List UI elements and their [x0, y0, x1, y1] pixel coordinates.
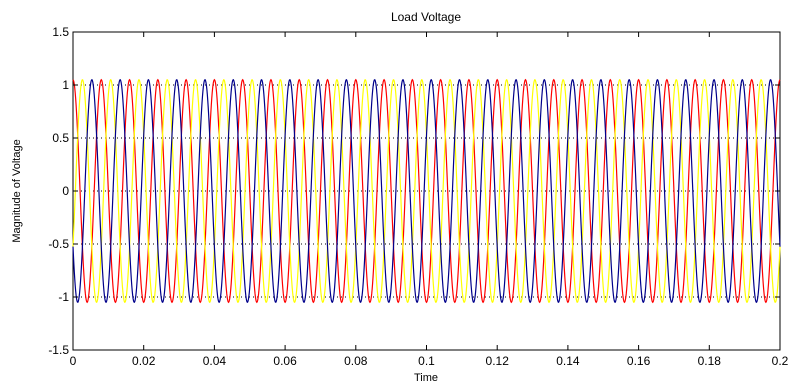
x-axis-label: Time: [414, 372, 438, 383]
x-tick-label-2: 0.04: [203, 354, 227, 368]
y-tick-label-0: -1.5: [48, 343, 69, 357]
y-tick-label-1: -1: [58, 290, 69, 304]
y-axis-label: Magnitude of Voltage: [11, 139, 23, 242]
y-tick-label-6: 1.5: [52, 25, 69, 39]
x-tick-label-8: 0.16: [627, 354, 651, 368]
series-group: [72, 78, 781, 304]
y-tick-label-2: -0.5: [48, 237, 69, 251]
x-tick-label-1: 0.02: [132, 354, 156, 368]
x-tick-label-9: 0.18: [698, 354, 722, 368]
chart-title: Load Voltage: [391, 10, 461, 24]
x-tick-label-0: 0: [70, 354, 77, 368]
y-tick-label-4: 0.5: [52, 131, 69, 145]
plot-area: [72, 31, 781, 351]
x-tick-label-10: 0.2: [772, 354, 789, 368]
x-tick-label-3: 0.06: [273, 354, 297, 368]
x-tick-label-7: 0.14: [556, 354, 580, 368]
axis-ticks: 0 0.02 0.04 0.06 0.08 0.1 0.12 0.14 0.16 0.18 0.2 -…: [48, 25, 788, 368]
y-tick-label-5: 1: [62, 78, 69, 92]
x-tick-label-6: 0.12: [486, 354, 510, 368]
series-line-2: [72, 78, 781, 304]
x-tick-label-5: 0.1: [418, 354, 435, 368]
y-tick-label-3: 0: [62, 184, 69, 198]
x-tick-label-4: 0.08: [344, 354, 368, 368]
